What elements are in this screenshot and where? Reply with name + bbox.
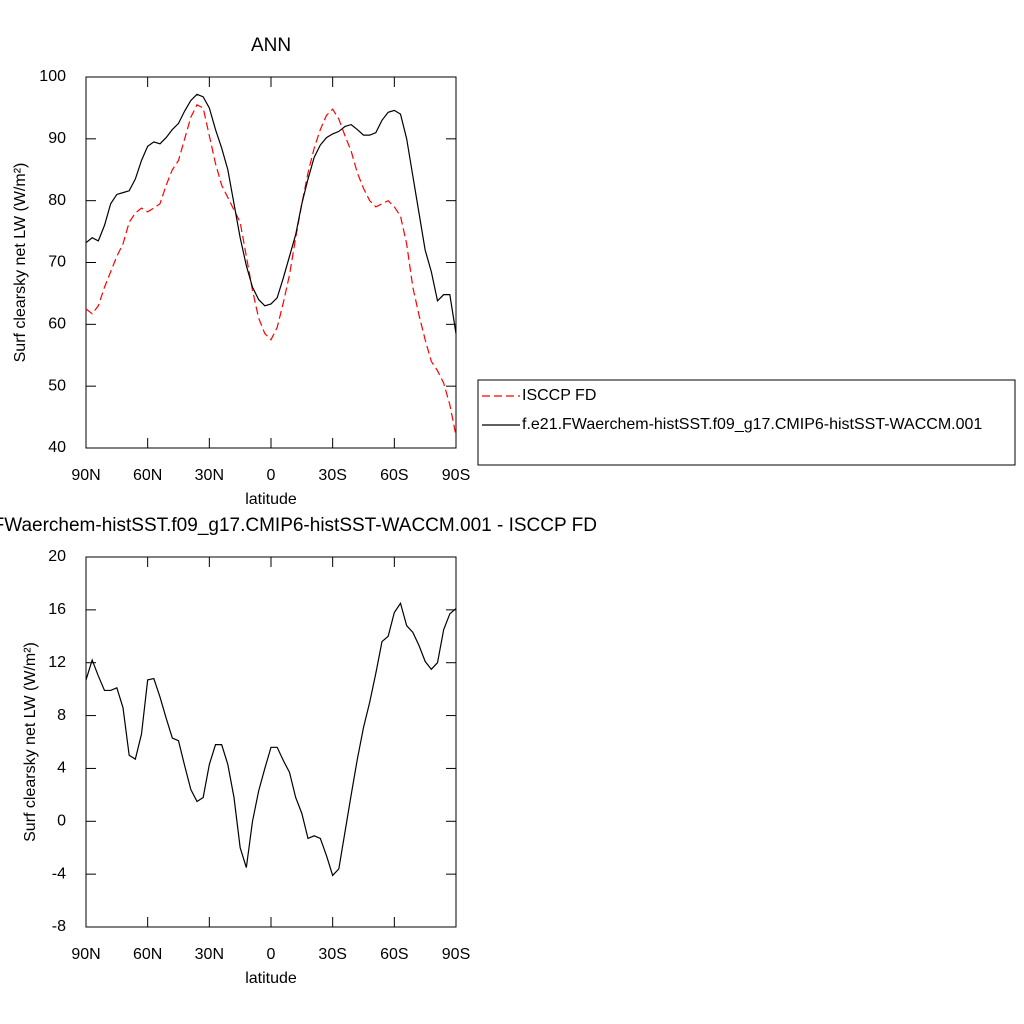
y-tick-label: 100 [39,68,66,85]
y-tick-label: 0 [57,813,66,830]
legend-label: ISCCP FD [522,387,596,404]
x-tick-label: 90S [442,467,470,484]
y-tick-label: 16 [48,601,66,618]
x-tick-label: 60S [380,946,408,963]
x-tick-label: 30S [318,946,346,963]
y-tick-label: 8 [57,707,66,724]
y-tick-label: 4 [57,760,66,777]
y-tick-label: 90 [48,130,66,147]
x-tick-label: 90N [71,467,100,484]
x-tick-label: 90N [71,946,100,963]
y-axis-label: Surf clearsky net LW (W/m²) [12,163,29,363]
x-axis-label: latitude [245,970,297,987]
y-tick-label: 80 [48,192,66,209]
x-tick-label: 0 [267,467,276,484]
chart-title: ANN [251,35,291,56]
x-tick-label: 60N [133,946,162,963]
y-tick-label: -4 [52,865,66,882]
x-axis-label: latitude [245,491,297,508]
y-tick-label: 12 [48,654,66,671]
x-tick-label: 30N [195,946,224,963]
plot-frame [85,76,457,449]
x-tick-label: 60N [133,467,162,484]
y-tick-label: 70 [48,254,66,271]
legend: ISCCP FD f.e21.FWaerchem-histSST.f09_g17.… [477,379,1016,466]
legend-label: f.e21.FWaerchem-histSST.f09_g17.CMIP6-hi… [522,416,982,433]
legend-box [477,379,1016,466]
y-tick-label: 40 [48,439,66,456]
x-tick-label: 0 [267,946,276,963]
chart-title: f.e21.FWaerchem-histSST.f09_g17.CMIP6-hi… [0,515,597,536]
y-tick-label: 50 [48,377,66,394]
x-tick-label: 30N [195,467,224,484]
x-tick-label: 90S [442,946,470,963]
data-line [85,601,457,877]
plot-frame [85,556,457,928]
y-axis-label: Surf clearsky net LW (W/m²) [22,642,39,842]
data-line [85,104,457,436]
y-tick-label: -8 [52,918,66,935]
x-tick-label: 30S [318,467,346,484]
x-tick-label: 60S [380,467,408,484]
y-tick-label: 60 [48,316,66,333]
y-tick-label: 20 [48,548,66,565]
data-line [85,93,457,334]
